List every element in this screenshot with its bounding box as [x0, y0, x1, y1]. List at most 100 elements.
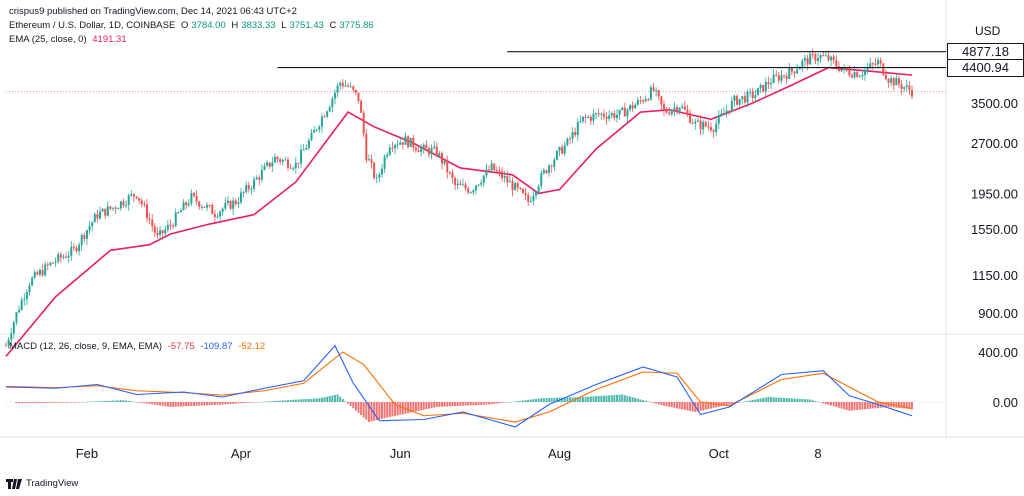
macd-histogram-bar — [605, 395, 608, 402]
macd-histogram-bar — [258, 402, 261, 403]
low-value: 3751.43 — [289, 20, 324, 31]
macd-histogram-bar — [422, 402, 425, 410]
macd-histogram-bar — [801, 399, 804, 402]
candle-body — [524, 192, 527, 196]
macd-histogram-bar — [302, 399, 305, 402]
candle-body — [454, 178, 457, 186]
macd-histogram-bar — [691, 402, 694, 412]
candle-body — [728, 110, 731, 112]
candle-body — [696, 120, 699, 122]
candle-body — [198, 201, 201, 207]
candle-body — [723, 113, 726, 115]
macd-histogram-bar — [527, 399, 530, 402]
candle-body — [182, 202, 185, 211]
macd-histogram-bar — [83, 401, 86, 403]
macd-histogram-bar — [404, 402, 407, 414]
candle-body — [383, 156, 386, 169]
candle-body — [843, 67, 846, 70]
candle-body — [237, 202, 240, 205]
candle-body — [890, 78, 893, 83]
high-value: 3833.33 — [241, 20, 276, 31]
macd-histogram-bar — [25, 402, 28, 404]
macd-histogram-bar — [730, 402, 733, 404]
candle-body — [354, 89, 357, 93]
candle-body — [827, 55, 830, 61]
macd-histogram-bar — [699, 402, 702, 411]
tradingview-logo-icon — [6, 478, 22, 489]
macd-histogram-bar — [336, 394, 339, 402]
candle-body — [803, 57, 806, 61]
candle-body — [305, 148, 308, 150]
macd-histogram-bar — [380, 402, 383, 419]
candle-body — [46, 264, 49, 266]
candle-body — [895, 78, 898, 86]
candle-body — [837, 66, 840, 72]
macd-histogram-bar — [91, 401, 94, 403]
macd-histogram-bar — [524, 400, 527, 402]
candle-body — [824, 55, 827, 57]
candle-body — [874, 63, 877, 65]
candle-body — [396, 144, 399, 146]
macd-histogram-bar — [72, 402, 75, 403]
candle-body — [271, 162, 274, 167]
macd-histogram-bar — [615, 394, 618, 402]
candle-body — [563, 145, 566, 154]
macd-histogram-bar — [649, 402, 652, 403]
macd-signal-value: -52.12 — [238, 341, 266, 352]
macd-histogram-bar — [98, 401, 101, 402]
macd-histogram-bar — [696, 402, 699, 412]
candle-body — [177, 212, 180, 214]
macd-histogram-bar — [33, 402, 36, 404]
macd-histogram-bar — [584, 396, 587, 402]
candle-body — [717, 115, 720, 124]
time-tick-label: Oct — [709, 446, 730, 461]
candle-body — [770, 83, 773, 85]
candle-body — [571, 131, 574, 139]
footer-brand: TradingView — [26, 478, 79, 489]
macd-histogram-bar — [459, 402, 462, 406]
macd-histogram-bar — [399, 402, 402, 415]
candle-body — [814, 54, 817, 61]
candle-body — [613, 113, 616, 119]
candle-body — [733, 95, 736, 101]
candle-body — [161, 230, 164, 234]
axes: 3500.00 2700.00 1950.00 1550.00 1150.00 900.0… — [76, 96, 1018, 461]
macd-histogram-bar — [780, 397, 783, 402]
candle-body — [242, 191, 245, 193]
macd-histogram-bar — [472, 402, 475, 406]
candle-body — [221, 208, 224, 212]
macd-histogram-bar — [38, 402, 41, 403]
macd-histogram-bar — [360, 402, 363, 416]
candle-body — [461, 184, 464, 186]
macd-histogram-bar — [284, 400, 287, 402]
macd-histogram-bar — [764, 397, 767, 402]
macd-histogram-bar — [425, 402, 428, 410]
macd-histogram-bar — [817, 401, 820, 403]
macd-histogram-bar — [166, 402, 169, 407]
macd-histogram-bar — [467, 402, 470, 406]
macd-histogram-bar — [140, 402, 143, 403]
macd-histogram-bar — [268, 401, 271, 402]
macd-histogram-bar — [420, 402, 423, 411]
macd-histogram-bar — [169, 402, 172, 407]
macd-histogram-bar — [642, 400, 645, 402]
macd-histogram-bar — [702, 402, 705, 411]
candle-body — [749, 91, 752, 93]
macd-histogram-bar — [206, 402, 209, 406]
price-tick-label: 1150.00 — [972, 268, 1018, 283]
macd-histogram-bar — [871, 402, 874, 409]
macd-histogram-bar — [843, 402, 846, 410]
macd-histogram-bar — [446, 402, 449, 407]
candle-body — [91, 222, 94, 227]
candle-body — [822, 55, 825, 57]
candle-body — [10, 333, 13, 340]
macd-histogram-bar — [715, 402, 718, 408]
candle-body — [600, 113, 603, 115]
macd-histogram-bar — [386, 402, 389, 418]
ema-legend-value: 4191.31 — [92, 34, 127, 45]
macd-histogram-bar — [623, 395, 626, 402]
grid — [0, 0, 1024, 438]
candle-body — [532, 195, 535, 201]
macd-histogram-bar — [216, 402, 219, 405]
macd-histogram-bar — [749, 400, 752, 402]
